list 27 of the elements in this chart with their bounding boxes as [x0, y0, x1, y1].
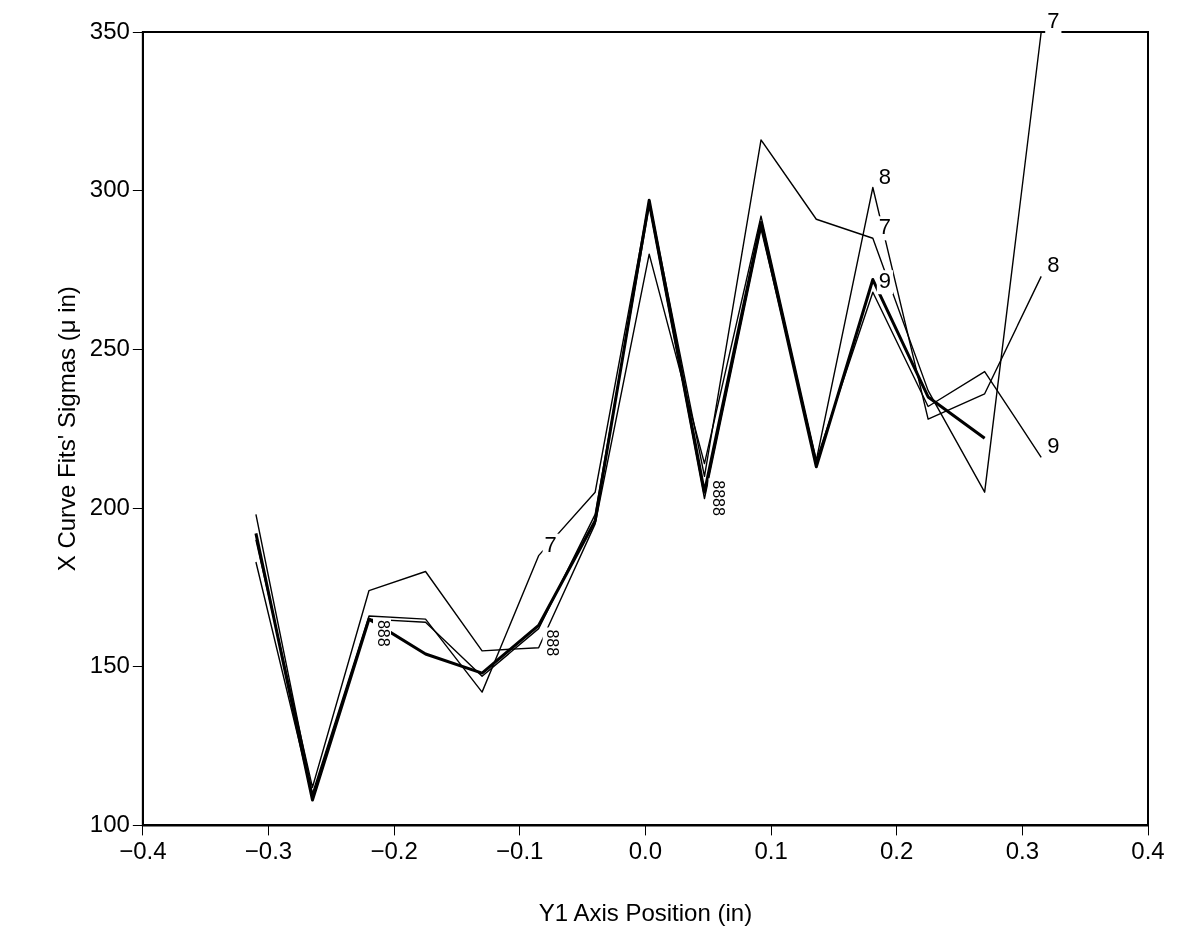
- annotation: 9: [878, 268, 892, 294]
- x-tick-label: −0.4: [119, 837, 167, 865]
- annotation: 7: [1047, 8, 1060, 34]
- y-tick-label: 150: [89, 651, 130, 679]
- annotation: 7: [544, 531, 557, 557]
- x-tick-label: −0.2: [370, 837, 418, 865]
- x-tick-label: −0.1: [496, 837, 544, 865]
- annotation: 9: [1047, 433, 1060, 459]
- x-axis-title: Y1 Axis Position (in): [538, 899, 753, 927]
- x-tick-label: 0.0: [628, 837, 663, 865]
- y-tick-label: 350: [89, 16, 130, 44]
- annotation: 8: [878, 163, 892, 189]
- x-tick-label: 0.4: [1131, 837, 1165, 865]
- x-tick-label: 0.3: [1005, 837, 1040, 865]
- y-tick-label: 100: [89, 810, 130, 838]
- y-tick-label: 300: [89, 175, 130, 203]
- y-tick-label: 200: [89, 492, 130, 520]
- annotation: 888: [374, 619, 392, 647]
- x-tick-label: 0.1: [754, 837, 788, 865]
- x-tick-label: 0.2: [880, 837, 914, 865]
- annotation: 888: [544, 629, 562, 657]
- y-tick-label: 250: [89, 333, 130, 361]
- annotation: 8888: [710, 480, 728, 516]
- x-tick-label: −0.3: [244, 837, 293, 865]
- y-axis-title: X Curve Fits' Sigmas (μ in): [53, 286, 81, 572]
- annotation: 8: [1047, 252, 1060, 278]
- annotation: 7: [878, 214, 892, 240]
